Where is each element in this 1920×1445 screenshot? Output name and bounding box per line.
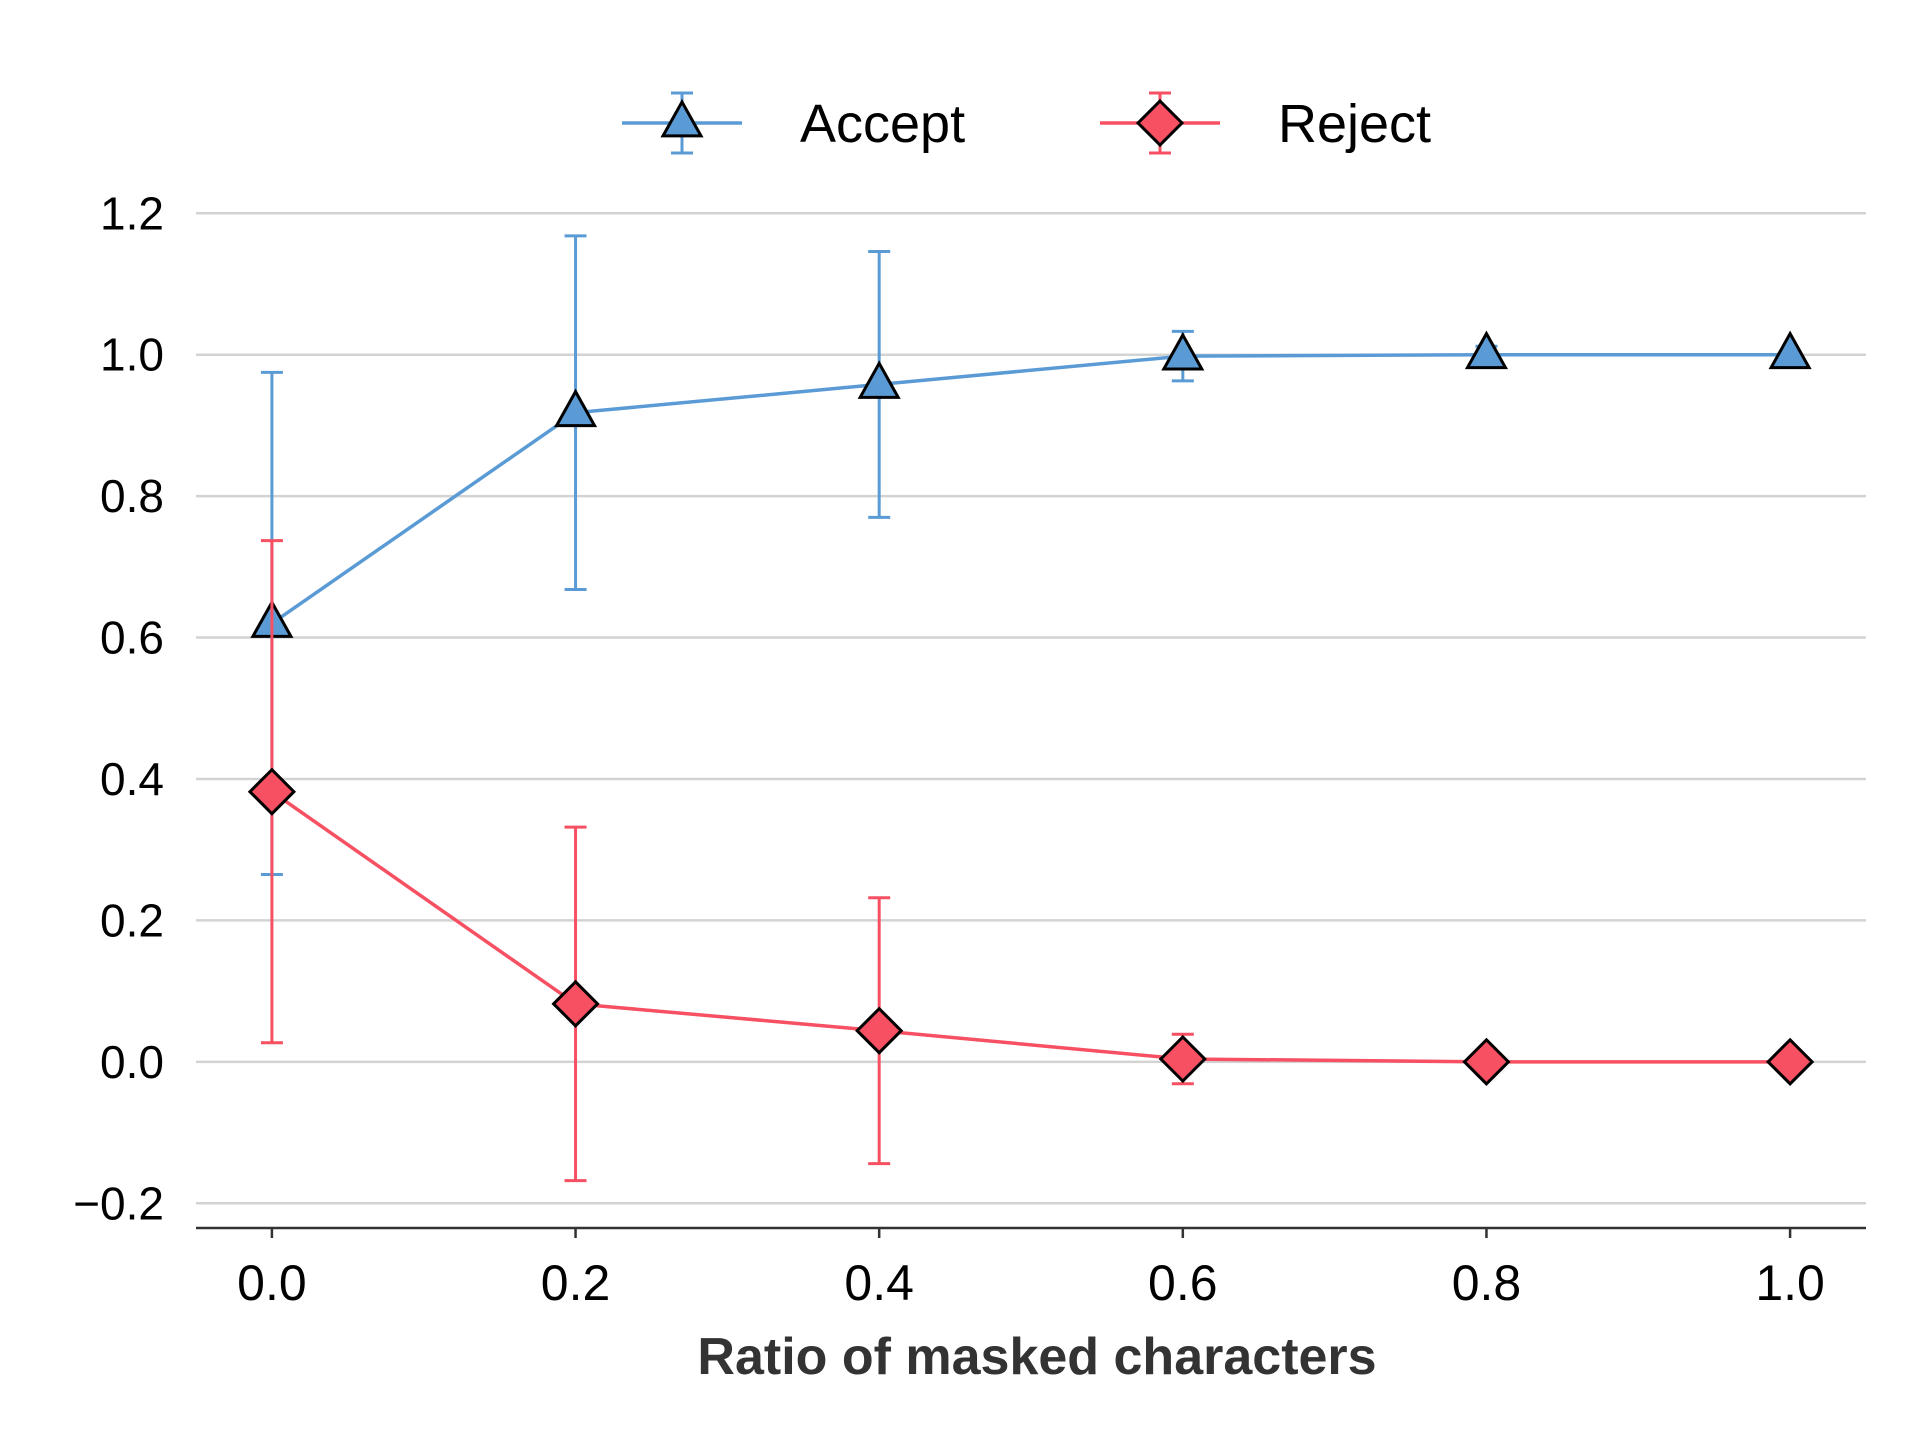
legend-item-accept: Accept	[622, 91, 965, 155]
y-tick-label: 0.6	[100, 612, 164, 664]
data-point	[1161, 331, 1205, 371]
legend-marker	[1135, 98, 1185, 148]
x-tick-label: 0.8	[1452, 1255, 1522, 1311]
legend-marker	[660, 98, 704, 138]
series-line	[270, 790, 1791, 1064]
legend: Accept Reject	[622, 91, 1431, 155]
data-point	[1768, 330, 1812, 370]
x-tick-label: 1.0	[1755, 1255, 1825, 1311]
series-reject	[247, 539, 1815, 1183]
y-tick-label: 1.2	[100, 187, 164, 239]
x-axis-label: Ratio of masked characters	[697, 1328, 1376, 1386]
data-point	[1464, 330, 1509, 370]
data-point	[1158, 1034, 1207, 1084]
axes: −0.2 0.0 0.2 0.4 0.6 0.8 1.0 1.2 0.0 0.2 0.4 0.6 0.8…	[73, 187, 1866, 1311]
y-tick-label: 0.8	[100, 470, 164, 522]
legend-label: Reject	[1278, 94, 1431, 154]
data-point	[855, 1006, 904, 1055]
data-point	[553, 388, 598, 428]
gridlines	[196, 212, 1866, 1205]
x-tick-label: 0.2	[541, 1255, 611, 1311]
legend-label: Accept	[800, 94, 965, 154]
x-tick-label: 0.0	[237, 1255, 307, 1311]
y-tick-label: 0.4	[100, 753, 164, 805]
y-tick-label: 0.2	[100, 894, 164, 946]
data-point	[247, 767, 297, 816]
x-tick-label: 0.4	[844, 1255, 914, 1311]
series-line	[270, 352, 1791, 625]
y-tick-label: 0.0	[100, 1036, 164, 1088]
data-point	[551, 979, 600, 1028]
data-point	[1765, 1037, 1815, 1086]
y-tick-label: −0.2	[73, 1177, 164, 1229]
data-point	[857, 360, 901, 399]
data-point	[1462, 1037, 1511, 1086]
x-tick-label: 0.6	[1148, 1255, 1218, 1311]
series-layer	[247, 234, 1815, 1183]
y-tick-label: 1.0	[100, 329, 164, 381]
legend-item-reject: Reject	[1100, 91, 1431, 155]
